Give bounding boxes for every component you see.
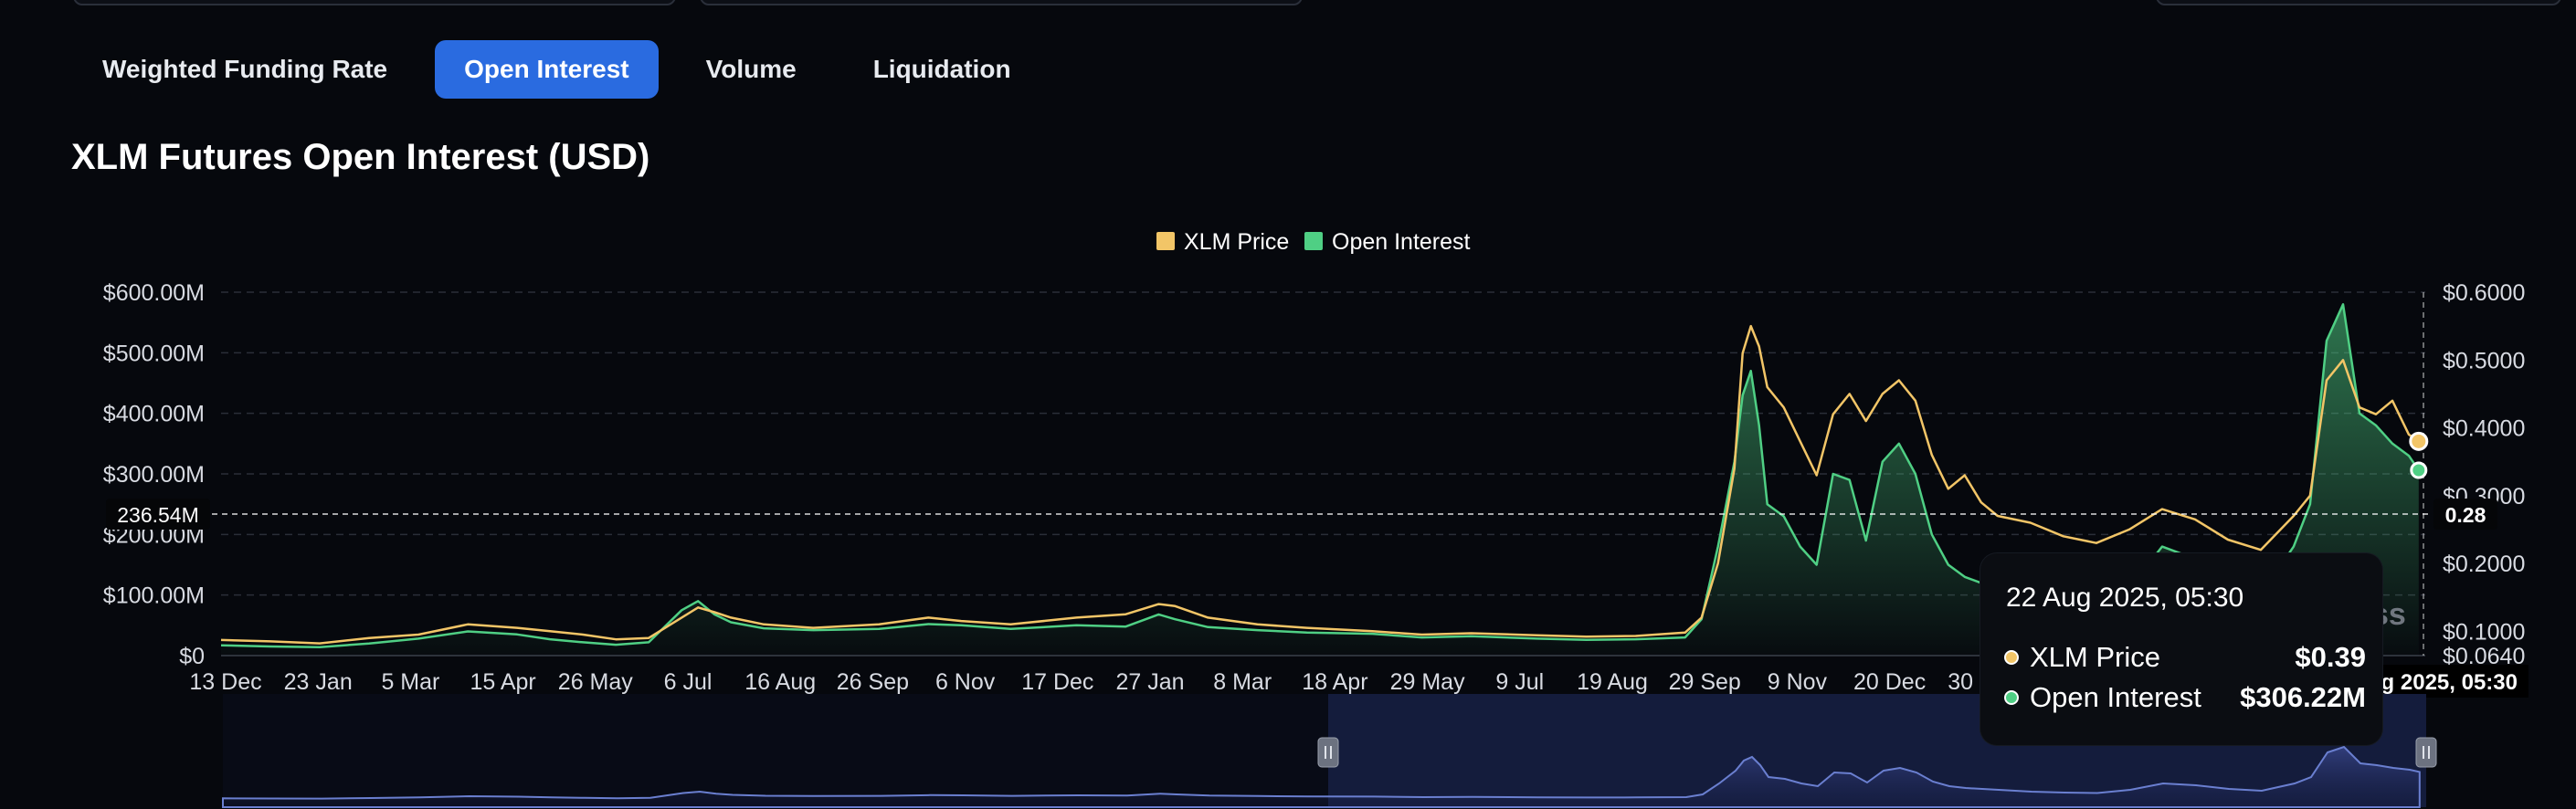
chart-tooltip: 22 Aug 2025, 05:30 XLM Price $0.39 Open … <box>1980 553 2382 745</box>
x-tick: 19 Aug <box>1577 669 1648 695</box>
crosshair-left-label: 236.54M <box>117 503 199 527</box>
y-left-tick: $500.00M <box>103 341 205 366</box>
x-last-label-bg <box>2364 665 2528 698</box>
tab-weighted-funding-rate[interactable]: Weighted Funding Rate <box>102 55 388 83</box>
oi-marker <box>2410 461 2428 479</box>
oi-dot-icon <box>2004 690 2019 705</box>
x-tick: 8 Mar <box>1213 669 1272 695</box>
x-tick: 26 Sep <box>837 669 909 695</box>
crosshair-left-label-bg <box>106 499 210 530</box>
navigator-right-handle[interactable] <box>2415 737 2437 768</box>
x-tick: 6 Jul <box>664 669 713 695</box>
x-tick: 20 Dec <box>1853 669 1926 695</box>
y-left-tick: $0 <box>179 644 205 669</box>
y-right-tick: $0.5000 <box>2443 348 2525 373</box>
crosshair-right-label: 0.28 <box>2445 503 2486 527</box>
x-tick: 18 Apr <box>1302 669 1367 695</box>
open-interest-area <box>221 304 2419 656</box>
x-tick: 16 Aug <box>744 669 816 695</box>
legend-oi-label: Open Interest <box>1332 229 1471 255</box>
tooltip-time: 22 Aug 2025, 05:30 <box>2006 583 2244 613</box>
navigator-left-handle[interactable] <box>1317 737 1339 768</box>
tooltip-row-price: XLM Price $0.39 <box>2004 641 2366 674</box>
tooltip-row-oi: Open Interest $306.22M <box>2004 681 2366 714</box>
tooltip-oi-value: $306.22M <box>2240 681 2366 713</box>
xlm-price-line <box>220 324 2420 645</box>
tab-liquidation[interactable]: Liquidation <box>872 55 1011 83</box>
tab-volume[interactable]: Volume <box>705 55 797 83</box>
y-right-tick: $0.4000 <box>2443 416 2525 442</box>
y-right-tick: $0.2000 <box>2443 552 2525 577</box>
x-tick: 29 May <box>1390 669 1465 695</box>
tab-open-interest[interactable]: Open Interest <box>435 40 659 99</box>
y-left-tick: $300.00M <box>103 462 205 488</box>
tooltip-price-label: XLM Price <box>2030 641 2160 673</box>
crosshair-right-label-bg <box>2433 499 2497 530</box>
x-tick: 29 Sep <box>1669 669 1741 695</box>
open-interest-line <box>220 303 2420 648</box>
y-right-tick: $0.1000 <box>2443 619 2525 645</box>
y-left-tick: $400.00M <box>103 402 205 427</box>
price-dot-icon <box>2004 650 2019 665</box>
x-tick: 23 Jan <box>284 669 353 695</box>
chart-title: XLM Futures Open Interest (USD) <box>71 137 650 177</box>
y-right-tick: $0.6000 <box>2443 280 2525 306</box>
price-marker <box>2409 431 2429 451</box>
y-left-tick: $600.00M <box>103 280 205 306</box>
x-tick: 26 May <box>558 669 633 695</box>
tooltip-oi-label: Open Interest <box>2030 681 2201 713</box>
legend-price-swatch <box>1156 232 1175 250</box>
tooltip-price-value: $0.39 <box>2295 641 2366 673</box>
legend-oi-swatch <box>1304 232 1323 250</box>
x-tick: 9 Nov <box>1768 669 1828 695</box>
x-tick: 27 Jan <box>1115 669 1184 695</box>
x-tick: 17 Dec <box>1021 669 1093 695</box>
navigator-series <box>222 745 2421 808</box>
y-left-tick: $100.00M <box>103 583 205 609</box>
legend-price-label: XLM Price <box>1184 229 1289 255</box>
x-tick: 13 Dec <box>189 669 261 695</box>
x-tick: 9 Jul <box>1495 669 1544 695</box>
metric-tabs: Weighted Funding Rate Open Interest Volu… <box>73 40 1040 99</box>
x-tick: 15 Apr <box>470 669 535 695</box>
top-filter-bar <box>0 0 2576 5</box>
x-tick: 6 Nov <box>935 669 996 695</box>
x-tick: 5 Mar <box>381 669 439 695</box>
